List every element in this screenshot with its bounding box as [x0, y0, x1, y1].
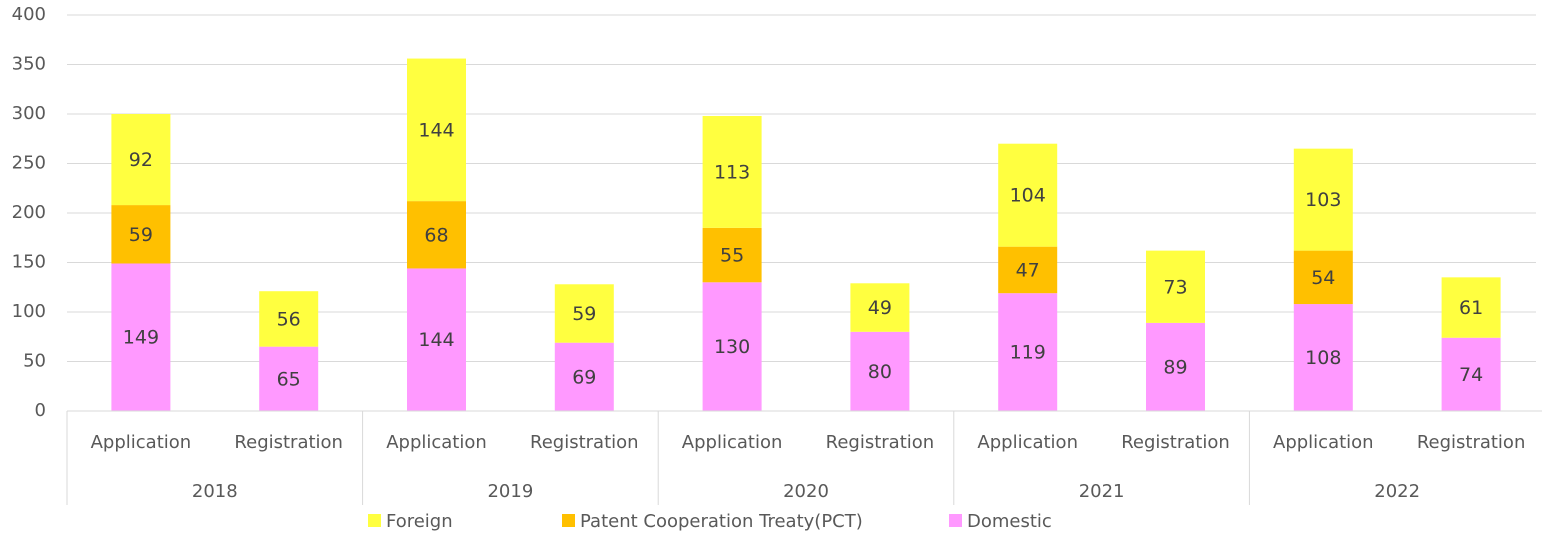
- bar-segment: [111, 205, 171, 264]
- x-tick-label: Application: [682, 432, 783, 453]
- bar-segment: [1293, 304, 1353, 411]
- x-tick-label: Registration: [1417, 432, 1526, 453]
- bar-segment: [1146, 322, 1205, 411]
- value-label: 74: [1459, 364, 1483, 386]
- x-tick-label: Registration: [530, 432, 639, 453]
- bar-segment: [702, 115, 762, 228]
- bar-segment: [407, 58, 466, 202]
- bar-segment: [850, 331, 910, 411]
- value-label: 59: [129, 224, 153, 246]
- value-label: 104: [1010, 185, 1046, 207]
- value-label: 65: [277, 368, 301, 390]
- bar-segment: [407, 268, 466, 411]
- bar-segment: [259, 346, 319, 411]
- group-label: 2018: [192, 481, 238, 502]
- x-tick-label: Application: [91, 432, 192, 453]
- value-label: 54: [1311, 267, 1335, 289]
- group-label: 2020: [783, 481, 829, 502]
- bar-segment: [259, 291, 319, 347]
- bar-segment: [998, 246, 1058, 294]
- value-label: 80: [868, 361, 892, 383]
- value-label: 92: [129, 149, 153, 171]
- bar-segment: [998, 293, 1058, 411]
- legend-label: Foreign: [386, 511, 453, 532]
- value-label: 113: [714, 161, 750, 183]
- value-label: 130: [714, 336, 750, 358]
- bar-segment: [702, 227, 762, 283]
- x-tick-label: Registration: [1121, 432, 1230, 453]
- bar-segment: [407, 201, 466, 269]
- legend-swatch: [368, 514, 381, 527]
- x-tick-label: Application: [977, 432, 1078, 453]
- value-label: 144: [418, 329, 454, 351]
- y-tick-label: 350: [12, 54, 46, 75]
- value-label: 55: [720, 245, 744, 267]
- bar-segment: [1146, 250, 1205, 323]
- bar-segment: [111, 114, 171, 206]
- bar-segment: [998, 143, 1058, 247]
- value-label: 49: [868, 297, 892, 319]
- bar-segment: [111, 263, 171, 411]
- bar-segment: [1293, 148, 1353, 251]
- y-tick-label: 400: [12, 4, 46, 25]
- bar-segment: [850, 283, 910, 332]
- value-label: 59: [572, 303, 596, 325]
- x-tick-label: Registration: [826, 432, 935, 453]
- value-label: 144: [418, 119, 454, 141]
- legend-swatch: [949, 514, 962, 527]
- y-tick-label: 200: [12, 202, 46, 223]
- x-tick-label: Registration: [234, 432, 343, 453]
- bar-segment: [1441, 277, 1501, 338]
- legend-label: Patent Cooperation Treaty(PCT): [580, 511, 863, 532]
- y-tick-label: 300: [12, 103, 46, 124]
- group-label: 2021: [1079, 481, 1125, 502]
- value-label: 68: [424, 224, 448, 246]
- bar-segment: [554, 284, 614, 343]
- value-label: 61: [1459, 297, 1483, 319]
- value-label: 69: [572, 366, 596, 388]
- bar-segment: [1441, 337, 1501, 411]
- value-label: 108: [1305, 347, 1341, 369]
- value-label: 89: [1163, 356, 1187, 378]
- group-label: 2019: [487, 481, 533, 502]
- value-label: 73: [1163, 276, 1187, 298]
- x-tick-label: Application: [386, 432, 487, 453]
- bar-segment: [702, 282, 762, 411]
- value-label: 47: [1016, 259, 1040, 281]
- value-label: 56: [277, 308, 301, 330]
- value-label: 149: [123, 327, 159, 349]
- group-label: 2022: [1374, 481, 1420, 502]
- x-tick-label: Application: [1273, 432, 1374, 453]
- y-tick-label: 50: [23, 351, 46, 372]
- y-tick-label: 250: [12, 153, 46, 174]
- bar-segment: [1293, 250, 1353, 305]
- bar-segment: [554, 342, 614, 411]
- y-tick-label: 100: [12, 301, 46, 322]
- legend-label: Domestic: [967, 511, 1052, 532]
- value-label: 103: [1305, 189, 1341, 211]
- legend-swatch: [562, 514, 575, 527]
- value-label: 119: [1010, 342, 1046, 364]
- y-tick-label: 0: [35, 400, 46, 421]
- y-tick-label: 150: [12, 252, 46, 273]
